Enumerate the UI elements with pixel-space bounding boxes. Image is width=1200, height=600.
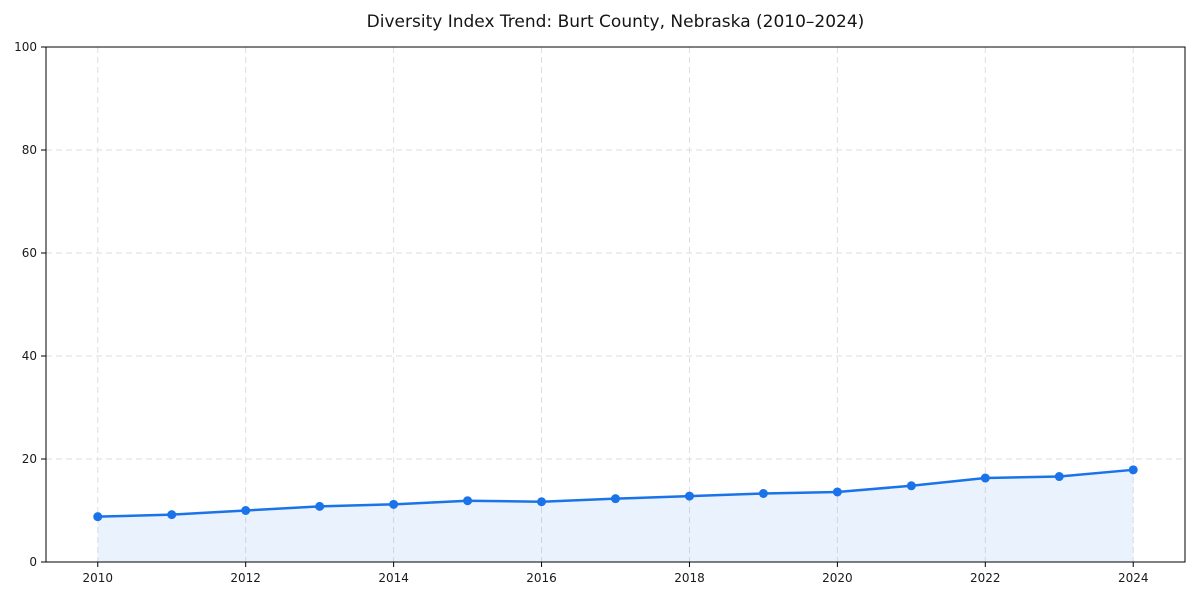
y-tick-label: 40: [22, 349, 37, 363]
x-tick-label: 2014: [378, 571, 409, 585]
x-tick-label: 2022: [970, 571, 1001, 585]
plot-border: [45, 46, 1186, 563]
data-point-2012: [241, 506, 251, 515]
data-point-2020: [832, 487, 842, 497]
x-tick-label: 2016: [526, 571, 557, 585]
y-tick-label: 0: [29, 555, 37, 569]
data-point-2022: [980, 473, 990, 483]
y-tick-label: 20: [22, 452, 37, 466]
data-point-2024: [1128, 465, 1138, 475]
data-point-2015: [463, 496, 473, 506]
area-fill: [97, 469, 1134, 562]
x-tick-label: 2012: [230, 571, 261, 585]
data-point-2011: [167, 510, 177, 520]
data-point-2021: [906, 481, 916, 491]
y-tick-label: 80: [22, 143, 37, 157]
x-tick-label: 2010: [82, 571, 113, 585]
data-point-2010: [93, 512, 103, 522]
data-point-2013: [315, 501, 325, 511]
x-tick-label: 2018: [674, 571, 705, 585]
data-point-2018: [684, 491, 694, 501]
data-point-2019: [758, 489, 768, 499]
x-tick-label: 2024: [1118, 571, 1149, 585]
data-point-2023: [1054, 472, 1064, 482]
data-point-2017: [611, 494, 620, 504]
y-tick-label: 100: [14, 40, 37, 54]
x-tick-label: 2020: [822, 571, 853, 585]
data-point-2016: [537, 497, 547, 507]
data-point-2014: [389, 499, 399, 509]
chart-title: Diversity Index Trend: Burt County, Nebr…: [366, 12, 865, 32]
y-tick-label: 60: [22, 246, 37, 260]
